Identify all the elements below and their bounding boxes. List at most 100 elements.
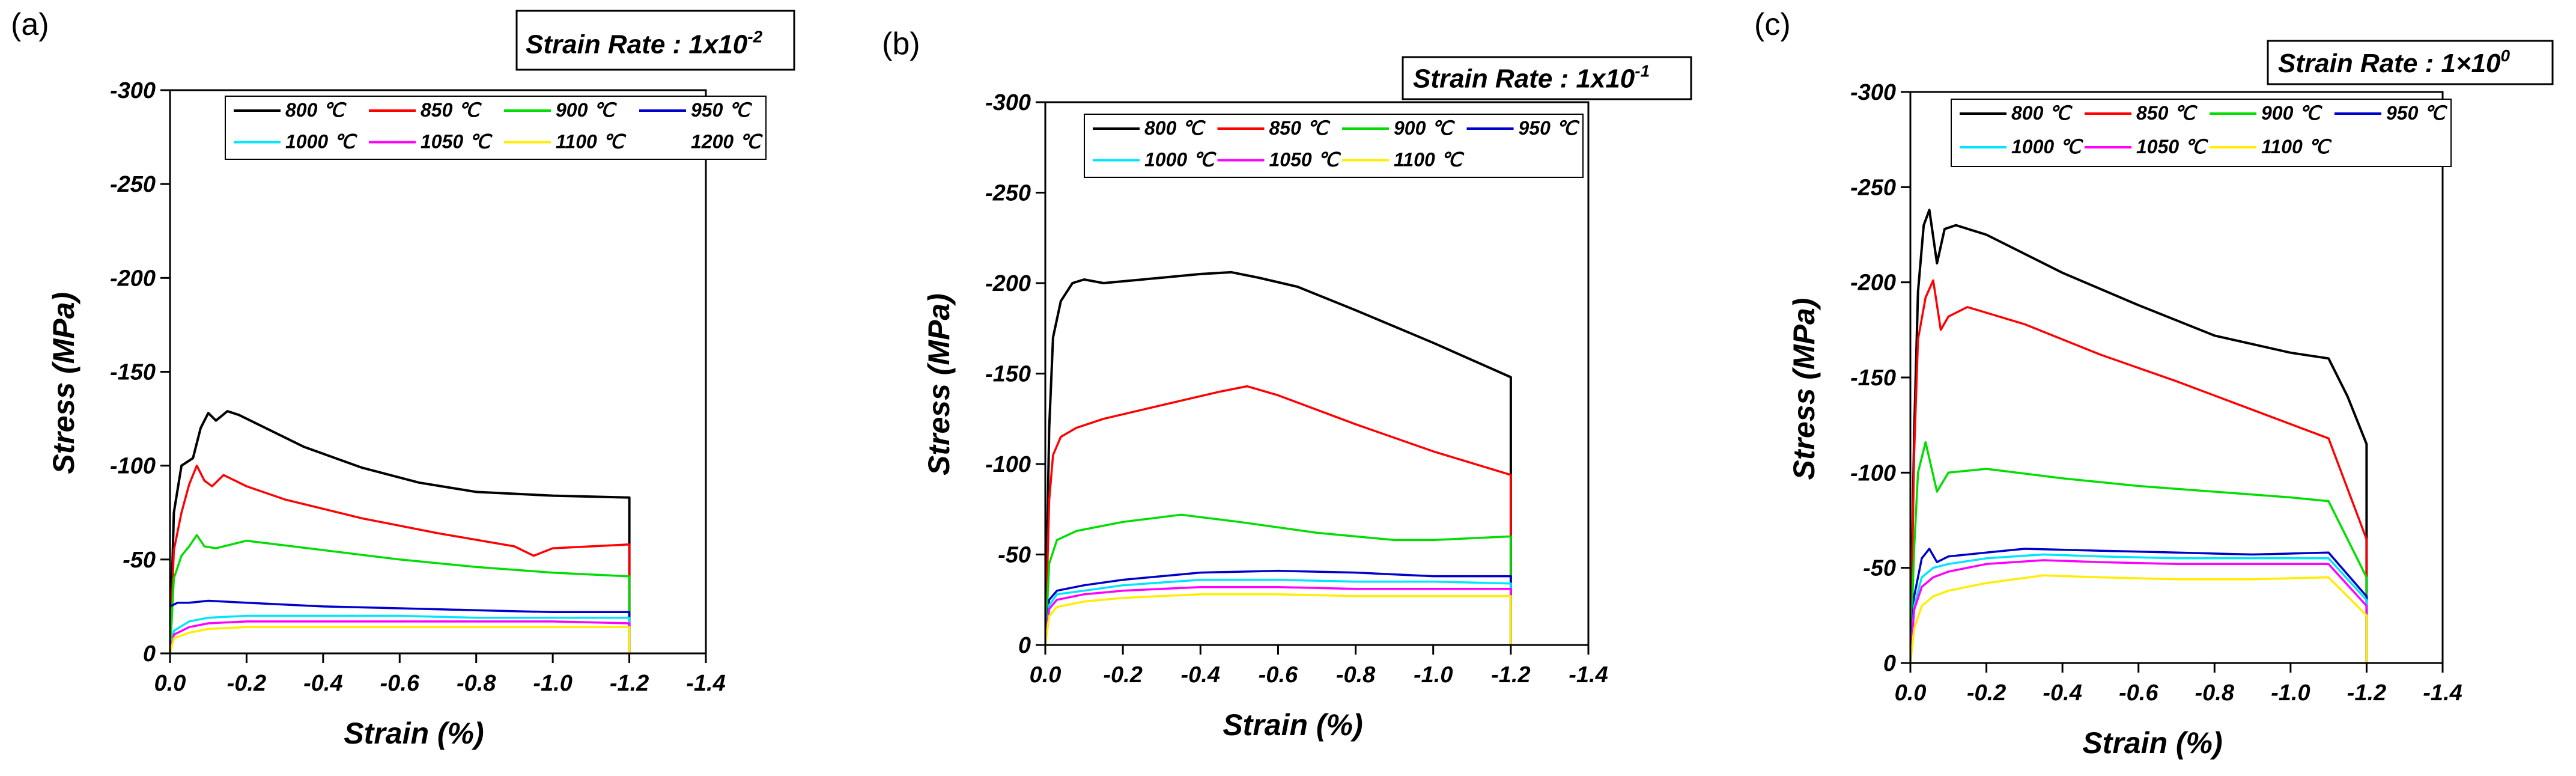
y-tick-label: -200 bbox=[985, 271, 1031, 296]
y-tick-label: -100 bbox=[1850, 460, 1896, 486]
legend-label-1000: 1000 ℃ bbox=[2011, 136, 2083, 157]
series-line-1000 bbox=[1045, 578, 1512, 645]
legend-label-850: 850 ℃ bbox=[1269, 117, 1331, 139]
x-tick-label: 0.0 bbox=[1030, 662, 1062, 688]
legend-label-950: 950 ℃ bbox=[2386, 102, 2447, 124]
series-line-850 bbox=[1045, 385, 1512, 645]
legend-label-1200: 1200 ℃ bbox=[691, 131, 763, 153]
x-axis-label: Strain (%) bbox=[344, 716, 484, 750]
series-line-800 bbox=[1910, 209, 2368, 663]
series-group bbox=[170, 410, 631, 653]
x-tick-label: -1.2 bbox=[2347, 680, 2386, 706]
y-tick-label: -250 bbox=[985, 181, 1031, 206]
legend-label-1000: 1000 ℃ bbox=[285, 131, 357, 153]
y-tick-label: -300 bbox=[110, 78, 156, 103]
x-tick-label: -1.0 bbox=[1414, 662, 1453, 688]
legend-box bbox=[1084, 114, 1584, 178]
chart-title: Strain Rate : 1x10-1 bbox=[1413, 61, 1650, 93]
x-tick-label: -1.4 bbox=[686, 671, 725, 696]
x-tick-label: -0.6 bbox=[380, 671, 420, 696]
series-group bbox=[1045, 270, 1512, 645]
x-tick-label: -0.2 bbox=[1103, 662, 1142, 688]
x-tick-label: 0.0 bbox=[154, 671, 186, 696]
x-tick-label: -1.0 bbox=[2271, 680, 2310, 706]
panel-label: (a) bbox=[11, 7, 49, 42]
y-tick-label: -150 bbox=[985, 362, 1031, 387]
series-line-1000 bbox=[1910, 553, 2368, 663]
series-line-950 bbox=[1045, 569, 1512, 645]
y-tick-label: 0 bbox=[143, 641, 156, 667]
y-tick-label: -50 bbox=[123, 548, 156, 573]
y-tick-label: -100 bbox=[110, 454, 156, 479]
y-tick-label: -50 bbox=[998, 543, 1031, 568]
x-tick-label: -0.6 bbox=[1259, 662, 1298, 688]
legend-box bbox=[225, 96, 767, 160]
y-tick-label: -250 bbox=[1850, 175, 1896, 200]
legend-label-950: 950 ℃ bbox=[691, 99, 752, 121]
panel-label: (c) bbox=[1754, 7, 1791, 42]
x-tick-label: -1.0 bbox=[533, 671, 572, 696]
x-tick-label: -0.8 bbox=[2195, 680, 2235, 706]
series-line-1050 bbox=[1045, 585, 1512, 645]
title-exponent: 0 bbox=[2501, 46, 2511, 65]
legend-label-800: 800 ℃ bbox=[2011, 102, 2073, 124]
chart-title: Strain Rate : 1x10-2 bbox=[526, 28, 763, 60]
x-tick-label: -0.6 bbox=[2119, 680, 2158, 706]
legend-label-900: 900 ℃ bbox=[2261, 102, 2322, 124]
legend-box bbox=[1951, 99, 2452, 167]
chart-panel-3: (c) Strain Rate : 1×100 0.0 -0.2 -0.4 -0.6 -0.… bbox=[1754, 7, 2554, 760]
series-line-850 bbox=[170, 464, 631, 653]
series-line-1050 bbox=[170, 620, 631, 653]
legend-label-900: 900 ℃ bbox=[1394, 117, 1455, 139]
x-tick-label: -0.2 bbox=[1967, 680, 2006, 706]
y-tick-label: -50 bbox=[1863, 556, 1896, 581]
series-line-850 bbox=[1910, 279, 2368, 663]
x-tick-label: -1.2 bbox=[610, 671, 649, 696]
y-tick-label: -300 bbox=[985, 90, 1031, 115]
series-line-1050 bbox=[1910, 559, 2368, 663]
plot-frame bbox=[1909, 91, 2444, 664]
chart-panel-2: (b) Strain Rate : 1x10-1 0.0 -0.2 -0.4 -0.6 -0… bbox=[882, 26, 1692, 742]
legend-label-1100: 1100 ℃ bbox=[556, 131, 627, 153]
plot-frame bbox=[169, 89, 707, 655]
series-line-950 bbox=[170, 599, 631, 653]
series-line-800 bbox=[170, 410, 631, 653]
chart-title: Strain Rate : 1×100 bbox=[2278, 46, 2511, 78]
title-box bbox=[515, 10, 795, 71]
series-line-1100 bbox=[1910, 574, 2368, 663]
title-box bbox=[2267, 40, 2554, 85]
series-line-900 bbox=[1045, 513, 1512, 645]
y-axis-label: Stress (MPa) bbox=[1787, 298, 1821, 480]
legend-label-800: 800 ℃ bbox=[285, 99, 347, 121]
plot-frame bbox=[1044, 101, 1590, 646]
series-line-800 bbox=[1045, 270, 1512, 645]
x-tick-label: -0.4 bbox=[303, 671, 342, 696]
legend-label-1050: 1050 ℃ bbox=[421, 131, 493, 153]
legend-label-850: 850 ℃ bbox=[2136, 102, 2198, 124]
x-tick-label: -0.8 bbox=[457, 671, 496, 696]
y-tick-label: -250 bbox=[110, 172, 156, 197]
y-tick-label: -200 bbox=[110, 266, 156, 291]
legend-label-1000: 1000 ℃ bbox=[1144, 149, 1217, 171]
legend-label-800: 800 ℃ bbox=[1144, 117, 1206, 139]
x-tick-label: -0.4 bbox=[2043, 680, 2082, 706]
legend-label-950: 950 ℃ bbox=[1519, 117, 1580, 139]
legend-label-1100: 1100 ℃ bbox=[1394, 149, 1465, 171]
legend-label-850: 850 ℃ bbox=[421, 99, 482, 121]
series-line-900 bbox=[170, 534, 631, 653]
series-line-1100 bbox=[170, 626, 631, 653]
x-tick-label: -0.8 bbox=[1336, 662, 1376, 688]
y-tick-label: -300 bbox=[1850, 80, 1896, 105]
y-axis-label: Stress (MPa) bbox=[47, 292, 80, 474]
y-tick-label: 0 bbox=[1018, 633, 1031, 658]
title-box bbox=[1402, 56, 1692, 100]
x-tick-label: 0.0 bbox=[1895, 680, 1927, 706]
series-line-950 bbox=[1910, 548, 2368, 663]
x-tick-label: -1.4 bbox=[2423, 680, 2462, 706]
panel-label: (b) bbox=[882, 26, 920, 61]
x-tick-label: -0.4 bbox=[1181, 662, 1220, 688]
title-exponent: -1 bbox=[1635, 61, 1650, 80]
x-tick-label: -1.4 bbox=[1569, 662, 1608, 688]
x-axis-label: Strain (%) bbox=[1223, 708, 1362, 742]
